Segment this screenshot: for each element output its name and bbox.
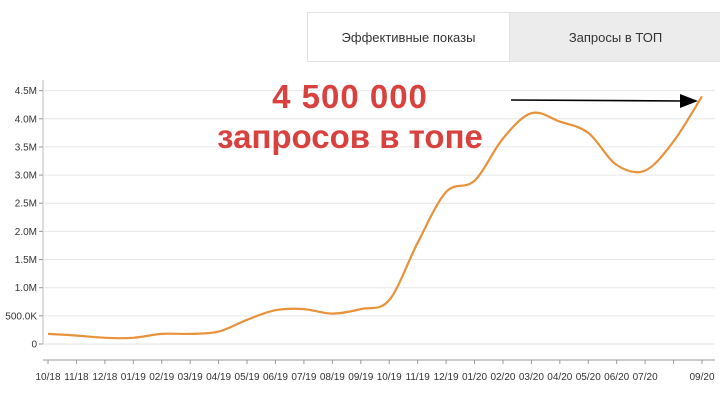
x-tick-label: 09/20 <box>689 372 714 383</box>
x-tick-label: 06/19 <box>263 372 288 383</box>
x-tick-label: 03/20 <box>519 372 544 383</box>
x-tick-label: 07/19 <box>291 372 316 383</box>
x-tick-label: 06/20 <box>604 372 629 383</box>
x-tick-label: 08/19 <box>320 372 345 383</box>
y-tick-label: 0 <box>31 340 37 351</box>
x-tick-label: 05/20 <box>576 372 601 383</box>
x-tick-label: 07/20 <box>633 372 658 383</box>
x-tick-label: 01/20 <box>462 372 487 383</box>
x-tick-label: 05/19 <box>235 372 260 383</box>
y-tick-label: 4.5M <box>15 86 37 97</box>
x-tick-label: 02/20 <box>490 372 515 383</box>
x-tick-label: 12/18 <box>92 372 117 383</box>
x-tick-label: 03/19 <box>178 372 203 383</box>
y-tick-label: 1.0M <box>15 283 37 294</box>
annotation-caption: запросов в топе <box>217 118 483 155</box>
tab-bar: Эффективные показы Запросы в ТОП <box>307 12 720 62</box>
x-tick-label: 10/19 <box>377 372 402 383</box>
x-tick-label: 11/18 <box>64 372 89 383</box>
y-tick-label: 2.0M <box>15 227 37 238</box>
y-tick-label: 4.0M <box>15 114 37 125</box>
tab-top-queries[interactable]: Запросы в ТОП <box>510 13 720 61</box>
x-tick-label: 09/19 <box>348 372 373 383</box>
annotation-arrow-head <box>680 94 698 108</box>
x-tick-label: 12/19 <box>434 372 459 383</box>
y-tick-label: 500.0K <box>5 311 37 322</box>
x-tick-label: 04/19 <box>206 372 231 383</box>
tab-effective-impressions[interactable]: Эффективные показы <box>308 13 510 61</box>
annotation-count: 4 500 000 <box>272 78 428 115</box>
series-line <box>47 95 703 340</box>
x-tick-label: 04/20 <box>547 372 572 383</box>
y-tick-label: 1.5M <box>15 255 37 266</box>
y-tick-label: 3.0M <box>15 171 37 182</box>
annotation-arrow-shaft <box>510 99 683 102</box>
y-tick-label: 2.5M <box>15 199 37 210</box>
y-tick-label: 3.5M <box>15 142 37 153</box>
x-tick-label: 11/19 <box>406 372 431 383</box>
x-tick-label: 01/19 <box>121 372 146 383</box>
x-tick-label: 10/18 <box>35 372 60 383</box>
x-tick-label: 02/19 <box>149 372 174 383</box>
